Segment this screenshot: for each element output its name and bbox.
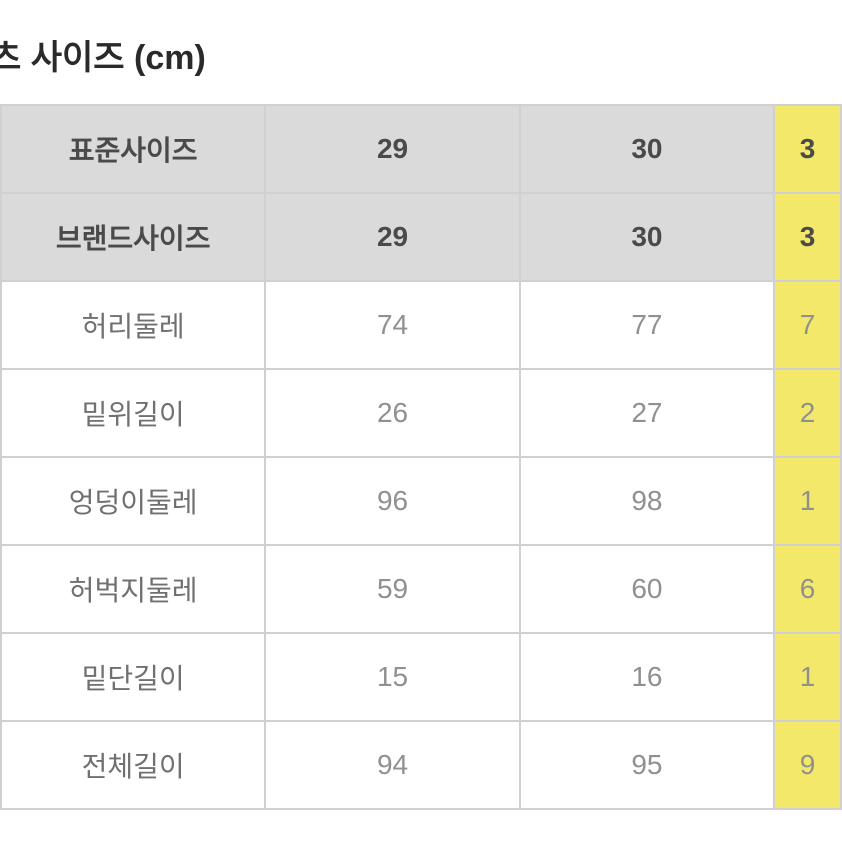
table-cell: 29 bbox=[265, 193, 519, 281]
table-row: 밑단길이15161 bbox=[1, 633, 841, 721]
table-cell: 30 bbox=[520, 105, 774, 193]
table-cell: 77 bbox=[520, 281, 774, 369]
table-cell: 밑위길이 bbox=[1, 369, 265, 457]
table-row: 브랜드사이즈29303 bbox=[1, 193, 841, 281]
table-cell: 1 bbox=[774, 457, 841, 545]
table-cell: 98 bbox=[520, 457, 774, 545]
table-cell: 94 bbox=[265, 721, 519, 809]
table-cell: 엉덩이둘레 bbox=[1, 457, 265, 545]
table-cell: 74 bbox=[265, 281, 519, 369]
table-row: 표준사이즈29303 bbox=[1, 105, 841, 193]
table-cell: 59 bbox=[265, 545, 519, 633]
table-cell: 2 bbox=[774, 369, 841, 457]
table-cell: 허벅지둘레 bbox=[1, 545, 265, 633]
table-cell: 전체길이 bbox=[1, 721, 265, 809]
table-row: 전체길이94959 bbox=[1, 721, 841, 809]
table-cell: 1 bbox=[774, 633, 841, 721]
table-cell: 27 bbox=[520, 369, 774, 457]
table-cell: 3 bbox=[774, 105, 841, 193]
table-cell: 9 bbox=[774, 721, 841, 809]
table-cell: 표준사이즈 bbox=[1, 105, 265, 193]
table-cell: 30 bbox=[520, 193, 774, 281]
table-cell: 96 bbox=[265, 457, 519, 545]
table-cell: 7 bbox=[774, 281, 841, 369]
table-body: 표준사이즈29303브랜드사이즈29303허리둘레74777밑위길이26272엉… bbox=[1, 105, 841, 809]
table-row: 허리둘레74777 bbox=[1, 281, 841, 369]
table-cell: 3 bbox=[774, 193, 841, 281]
table-cell: 브랜드사이즈 bbox=[1, 193, 265, 281]
table-cell: 26 bbox=[265, 369, 519, 457]
table-cell: 15 bbox=[265, 633, 519, 721]
size-table: 표준사이즈29303브랜드사이즈29303허리둘레74777밑위길이26272엉… bbox=[0, 104, 842, 810]
table-cell: 60 bbox=[520, 545, 774, 633]
table-row: 허벅지둘레59606 bbox=[1, 545, 841, 633]
page-title: 츠 사이즈 (cm) bbox=[0, 0, 842, 104]
table-row: 엉덩이둘레96981 bbox=[1, 457, 841, 545]
table-cell: 밑단길이 bbox=[1, 633, 265, 721]
table-wrapper: 표준사이즈29303브랜드사이즈29303허리둘레74777밑위길이26272엉… bbox=[0, 104, 842, 810]
table-cell: 6 bbox=[774, 545, 841, 633]
table-cell: 29 bbox=[265, 105, 519, 193]
table-row: 밑위길이26272 bbox=[1, 369, 841, 457]
table-cell: 95 bbox=[520, 721, 774, 809]
table-cell: 16 bbox=[520, 633, 774, 721]
table-cell: 허리둘레 bbox=[1, 281, 265, 369]
